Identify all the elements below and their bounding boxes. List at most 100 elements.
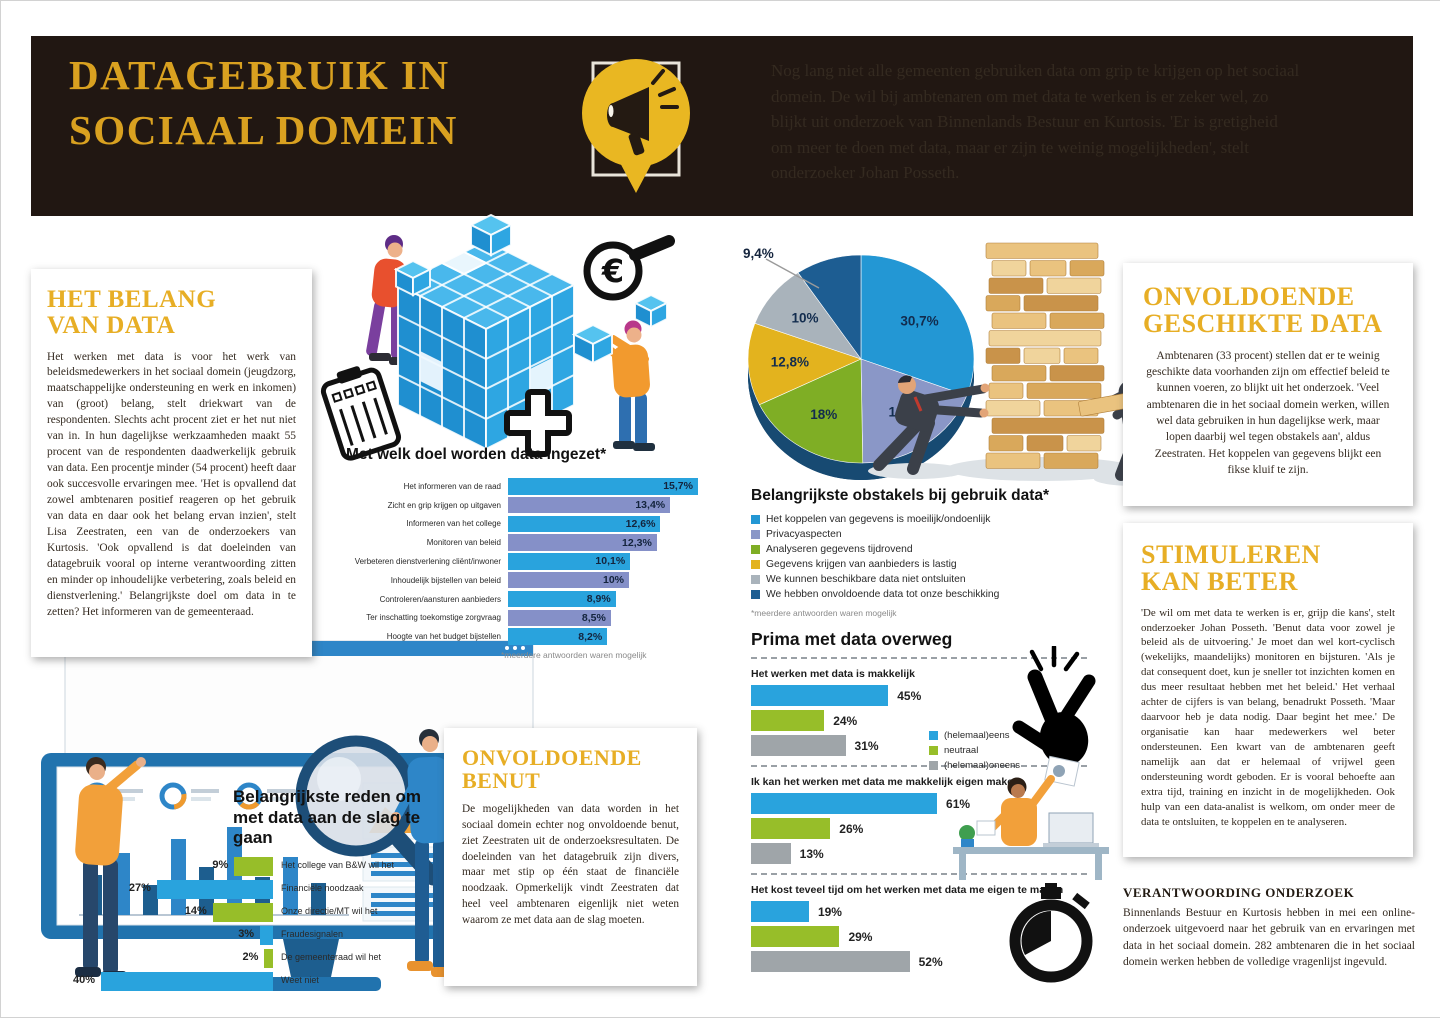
prima-bar-value: 61% [946, 796, 971, 811]
doel-bar-value: 10,1% [595, 555, 626, 568]
legend-label: neutraal [944, 745, 979, 756]
doel-bar: 10% [508, 571, 629, 589]
legend-color-swatch [751, 515, 760, 524]
data-cube-illustration: € [320, 213, 675, 461]
reden-bar-category: Fraudesignalen [281, 929, 344, 939]
clipboard-icon [320, 366, 402, 461]
pie-slice [754, 272, 862, 360]
doel-bar: 15,7% [508, 478, 698, 495]
obstakels-legend-title: Belangrijkste obstakels bij gebruik data… [751, 487, 1050, 504]
doel-bar: 8,2% [508, 628, 608, 645]
reden-bar-value: 9% [212, 859, 229, 871]
doel-bar-chart: Het informeren van de raad 15,7% Zicht en … [319, 478, 698, 647]
doel-bar: 12,6% [508, 515, 661, 533]
doel-bar-row: Informeren van het college 12,6% [319, 515, 698, 533]
prima-bar [751, 685, 889, 706]
reden-bar-category: Onze directie/MT wil het [281, 906, 378, 916]
legend-color-swatch [751, 590, 760, 599]
legend-color-swatch [751, 545, 760, 554]
reden-bar-value: 27% [128, 882, 151, 894]
doel-bar-value: 12,6% [625, 517, 656, 530]
reden-bar [234, 857, 273, 876]
doel-bar-value: 8,5% [581, 611, 606, 624]
intro-paragraph: Nog lang niet alle gemeenten gebruiken d… [771, 61, 1300, 182]
legend-color-swatch [751, 530, 760, 539]
prima-bar [751, 710, 825, 731]
doel-bar-category: Het informeren van de raad [403, 481, 501, 491]
dashed-divider [751, 765, 1087, 767]
legend-color-swatch [929, 746, 938, 755]
pie-slice-label: 30,7% [900, 314, 938, 329]
pie-slice [759, 358, 864, 464]
reden-bar-category: Weet niet [281, 975, 319, 985]
prima-bar-value: 52% [918, 954, 943, 969]
legend-item: Gegevens krijgen van aanbieders is lasti… [751, 559, 1091, 570]
plus-icon [504, 389, 572, 457]
article-onvoldoende-geschikte-data: ONVOLDOENDE GESCHIKTE DATA Ambtenaren (3… [1123, 263, 1413, 506]
doel-bar-value: 13,4% [635, 499, 666, 512]
prima-bar [751, 951, 910, 972]
reden-bar-row: 9% Het college van B&W wil het [41, 857, 681, 876]
doel-bar-value: 10% [602, 574, 624, 587]
article-body: Het werken met data is voor het werk van… [47, 350, 296, 619]
dashed-divider [751, 873, 1087, 875]
prima-bar [751, 793, 938, 814]
legend-item: Privacyaspecten [751, 529, 1091, 540]
legend-item: We kunnen beschikbare data niet ontsluit… [751, 574, 1091, 585]
prima-section: Prima met data overweg Het werken met da… [751, 629, 1111, 981]
obstakels-legend-block: Belangrijkste obstakels bij gebruik data… [751, 487, 1091, 618]
reden-bar-value: 2% [242, 951, 259, 963]
megaphone-icon [582, 59, 690, 193]
pie-slice-label: 12,8% [771, 354, 809, 369]
legend-label: Privacyaspecten [766, 529, 842, 540]
legend-color-swatch [751, 575, 760, 584]
prima-bar-value: 45% [897, 688, 922, 703]
pie-slice-label: 10% [791, 311, 818, 326]
doel-bar-row: Verbeteren dienstverlening cliënt/inwone… [319, 553, 698, 570]
prima-bar-row: 26% [751, 818, 1111, 839]
reden-bar-row: 2% De gemeenteraad wil het [41, 949, 681, 968]
doel-bar-category: Zicht en grip krijgen op uitgaven [387, 500, 501, 510]
prima-bar-row: 19% [751, 901, 1111, 922]
reden-bar [212, 903, 273, 922]
reden-bar-chart: 9% Het college van B&W wil het 27% Financië… [41, 857, 681, 995]
legend-label: (helemaal)oneens [944, 760, 1021, 771]
pie-slice [747, 322, 862, 406]
legend-color-swatch [929, 761, 938, 770]
doel-bar-row: Inhoudelijk bijstellen van beleid 10% [319, 571, 698, 589]
legend-item: (helemaal)eens [929, 730, 1020, 741]
prima-chart-group: Het kost teveel tijd om het werken met d… [751, 884, 1111, 972]
article-stimuleren-kan-beter: STIMULEREN KAN BETER 'De wil om met data… [1123, 523, 1413, 857]
legend-label: We hebben onvoldoende data tot onze besc… [766, 589, 1000, 600]
article-het-belang-van-data: HET BELANG VAN DATA Het werken met data … [31, 269, 312, 657]
doel-bar-category: Ter inschatting toekomstige zorgvraag [366, 613, 501, 623]
page-title: DATAGEBRUIK IN SOCIAAL DOMEIN [69, 52, 458, 153]
legend-color-swatch [929, 731, 938, 740]
doel-bar-value: 8,9% [586, 593, 611, 606]
prima-bar [751, 926, 840, 947]
doel-bar-row: Monitoren van beleid 12,3% [319, 534, 698, 551]
prima-bar-value: 13% [799, 846, 824, 861]
prima-question: Ik kan het werken met data me makkelijk … [751, 776, 1020, 788]
prima-bar [751, 735, 846, 756]
prima-bar-value: 19% [817, 904, 842, 919]
doel-bar: 8,9% [508, 590, 616, 608]
legend-color-swatch [751, 560, 760, 569]
obstakels-footnote: *meerdere antwoorden waren mogelijk [751, 608, 897, 618]
prima-legend: (helemaal)eens neutraal (helemaal)oneens [929, 730, 1020, 775]
prima-question: Het werken met data is makkelijk [751, 668, 915, 680]
prima-bar-row: 52% [751, 951, 1111, 972]
legend-label: Gegevens krijgen van aanbieders is lasti… [766, 559, 957, 570]
legend-label: (helemaal)eens [944, 730, 1010, 741]
prima-question: Het kost teveel tijd om het werken met d… [751, 884, 1064, 896]
doel-chart-footnote: *meerdere antwoorden waren mogelijk [501, 650, 647, 660]
doel-bar-row: Het informeren van de raad 15,7% [319, 478, 698, 495]
doel-bar-category: Verbeteren dienstverlening cliënt/inwone… [354, 556, 501, 566]
reden-bar [101, 972, 273, 991]
prima-bar [751, 843, 791, 864]
prima-bar-row: 31% [751, 735, 1111, 756]
prima-bar-row: 45% [751, 685, 1111, 706]
pie-outside-label: 9,4% [743, 246, 774, 261]
doel-bar-row: Zicht en grip krijgen op uitgaven 13,4% [319, 496, 698, 514]
